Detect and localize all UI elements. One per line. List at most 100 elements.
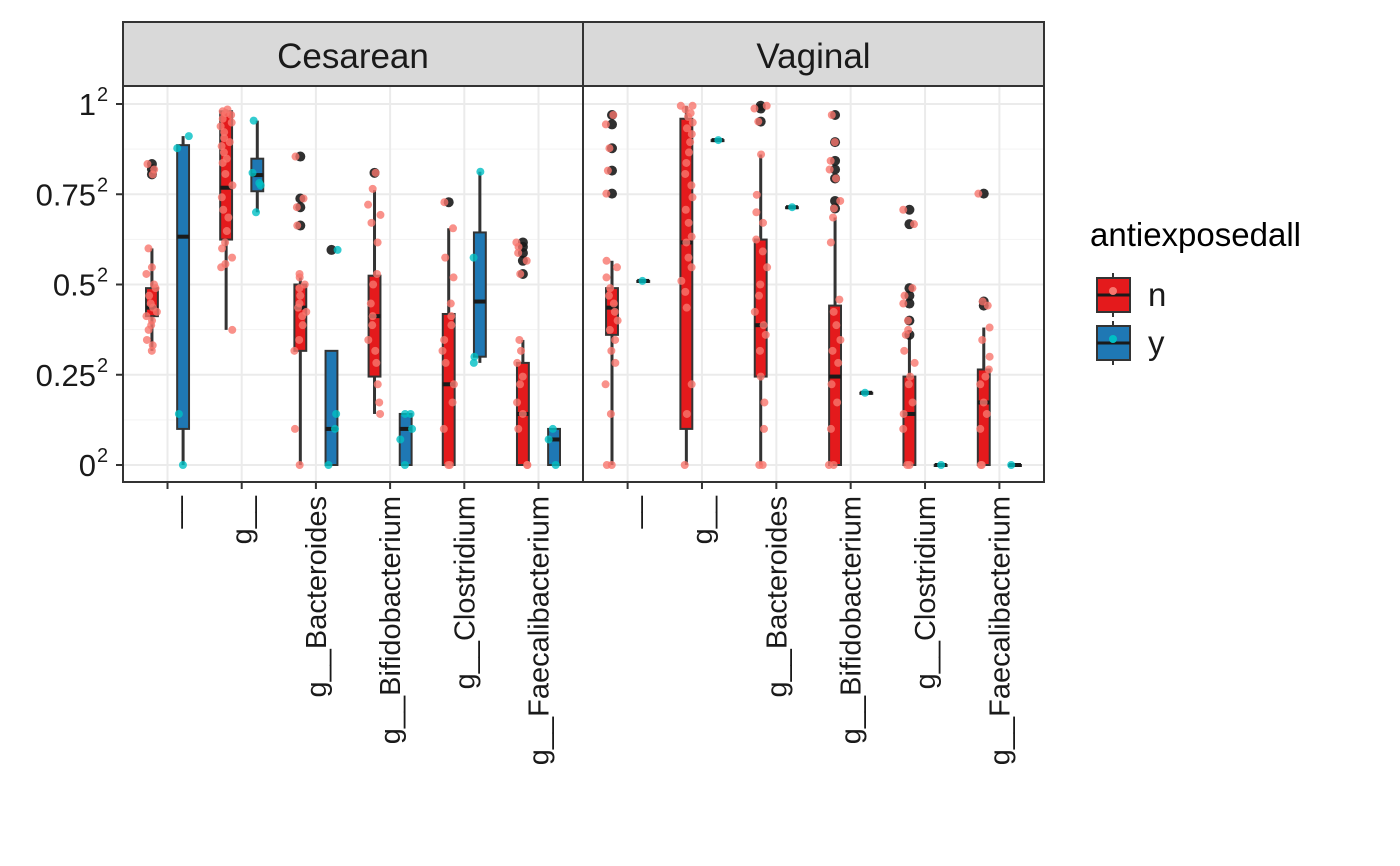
box-gBacteroides-n [290, 151, 311, 469]
jitter-point [295, 299, 304, 308]
box-gClostridium-y [933, 461, 948, 469]
jitter-point [146, 299, 155, 308]
facet-label: Vaginal [756, 37, 870, 76]
jitter-point [372, 269, 381, 278]
jitter-point [219, 148, 228, 157]
jitter-point [687, 130, 696, 139]
jitter-point [366, 299, 375, 308]
legend-title: antiexposedall [1090, 216, 1301, 253]
jitter-point [607, 346, 616, 355]
legend-label: y [1148, 324, 1165, 361]
box-g-n [676, 101, 697, 469]
jitter-point [677, 276, 686, 285]
jitter-point [687, 232, 696, 241]
jitter-point [364, 200, 373, 209]
outlier-point [606, 188, 617, 199]
jitter-point [826, 156, 835, 165]
jitter-point [228, 253, 237, 262]
outlier-point [904, 298, 915, 309]
jitter-point [977, 461, 986, 469]
jitter-point [760, 398, 769, 407]
jitter-point [682, 303, 691, 312]
jitter-point [714, 136, 723, 145]
jitter-point [752, 190, 761, 199]
box-iqr [547, 427, 561, 466]
legend-key-point [1109, 287, 1117, 295]
box--n [142, 159, 161, 355]
jitter-point [681, 169, 690, 178]
box-gBifidobacterium-n [364, 167, 385, 418]
jitter-point [448, 398, 457, 407]
box-gClostridium-n [438, 197, 458, 469]
jitter-point [606, 284, 615, 293]
jitter-point [602, 273, 611, 282]
x-tick-label: __ [613, 495, 645, 529]
x-axis: __ g__ g__Bacteroides g__Bifidobacterium g__… [153, 482, 1016, 765]
outlier-point [904, 204, 915, 215]
jitter-point [899, 299, 908, 308]
jitter-point [178, 461, 187, 469]
jitter-point [149, 280, 158, 289]
jitter-point [222, 227, 231, 236]
jitter-point [173, 144, 182, 153]
jitter-point [982, 409, 991, 418]
jitter-point [687, 181, 696, 190]
jitter-point [829, 204, 838, 213]
box-g-y [710, 136, 725, 145]
gridlines [583, 86, 1044, 482]
jitter-point [758, 247, 767, 256]
legend-item-y: y [1096, 321, 1165, 365]
jitter-point [788, 203, 797, 212]
jitter-point [220, 134, 229, 143]
jitter-point [372, 358, 381, 367]
jitter-point [220, 128, 229, 137]
jitter-point [759, 321, 768, 330]
box-iqr [176, 144, 191, 430]
jitter-point [440, 335, 449, 344]
jitter-point [754, 117, 763, 126]
jitter-point [228, 325, 237, 334]
jitter-point [981, 372, 990, 381]
jitter-point [937, 461, 946, 469]
box--n [601, 109, 622, 469]
jitter-point [828, 346, 837, 355]
jitter-point [148, 316, 157, 325]
jitter-point [752, 208, 761, 217]
jitter-point [522, 256, 531, 265]
jitter-point [681, 287, 690, 296]
jitter-point [904, 380, 913, 389]
jitter-point [680, 461, 689, 469]
jitter-point [300, 280, 309, 289]
jitter-point [368, 321, 377, 330]
jitter-point [446, 299, 455, 308]
jitter-point [221, 260, 230, 269]
jitter-point [985, 323, 994, 332]
jitter-point [400, 461, 409, 469]
jitter-point [682, 124, 691, 133]
box-iqr [472, 231, 487, 358]
jitter-point [368, 184, 377, 193]
jitter-point [750, 104, 759, 113]
x-tick-label: g__Clostridium [449, 496, 481, 689]
jitter-point [396, 435, 405, 444]
jitter-point [227, 118, 236, 127]
x-tick-label: __ [153, 495, 185, 529]
jitter-point [761, 330, 770, 339]
jitter-point [293, 221, 302, 230]
y-tick-exponent: 2 [97, 265, 108, 287]
jitter-point [910, 220, 919, 229]
jitter-point [518, 409, 527, 418]
jitter-point [515, 335, 524, 344]
facet-strip [582, 21, 1045, 87]
jitter-point [906, 372, 915, 381]
jitter-point [682, 238, 691, 247]
jitter-point [142, 335, 151, 344]
jitter-point [217, 142, 226, 151]
jitter-point [295, 461, 304, 469]
jitter-point [676, 101, 685, 110]
box-g-n [216, 105, 237, 334]
jitter-point [759, 218, 768, 227]
jitter-point [836, 335, 845, 344]
jitter-point [979, 398, 988, 407]
